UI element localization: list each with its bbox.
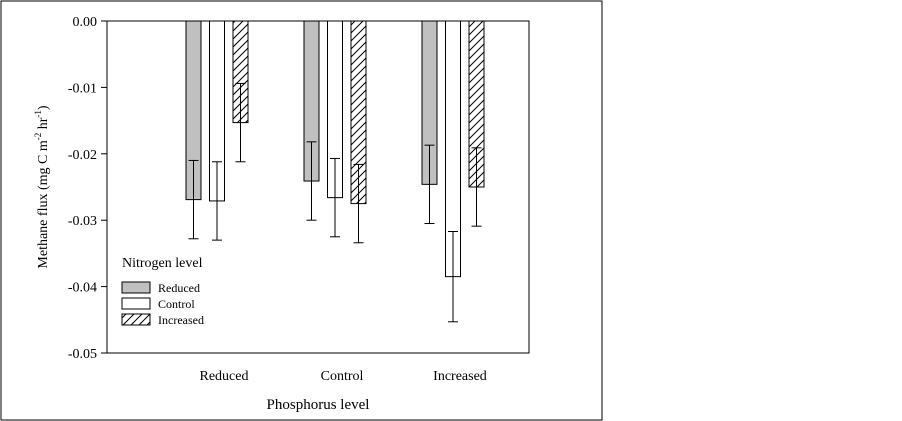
x-tick-label: Reduced: [200, 369, 249, 384]
legend-swatch-control: [121, 297, 151, 310]
outer-frame: [0, 0, 603, 421]
bars: [185, 20, 485, 323]
x-axis-title: Phosphorus level: [267, 397, 370, 413]
legend-label-reduced: Reduced: [158, 281, 200, 295]
y-axis: 0.00 -0.01 -0.02 -0.03 -0.04 -0.05: [68, 15, 107, 362]
y-tick-label: -0.05: [68, 347, 97, 362]
legend-swatch-reduced: [121, 281, 151, 294]
y-tick-label: -0.01: [68, 81, 97, 96]
legend-swatch-increased: [121, 313, 151, 326]
legend: Nitrogen level Reduced Control Increased: [121, 256, 204, 327]
y-tick-label: -0.02: [68, 148, 97, 163]
y-tick-label: -0.03: [68, 214, 97, 229]
x-axis: Reduced Control Increased: [200, 369, 487, 384]
y-tick-label: 0.00: [73, 15, 98, 30]
x-tick-label: Increased: [433, 369, 487, 384]
x-tick-label: Control: [321, 369, 364, 384]
legend-label-control: Control: [158, 297, 195, 311]
legend-label-increased: Increased: [158, 313, 204, 327]
y-axis-title: Methane flux (mg C m-2 hr-1): [33, 105, 51, 268]
y-tick-label: -0.04: [68, 281, 97, 296]
legend-title: Nitrogen level: [122, 256, 203, 271]
